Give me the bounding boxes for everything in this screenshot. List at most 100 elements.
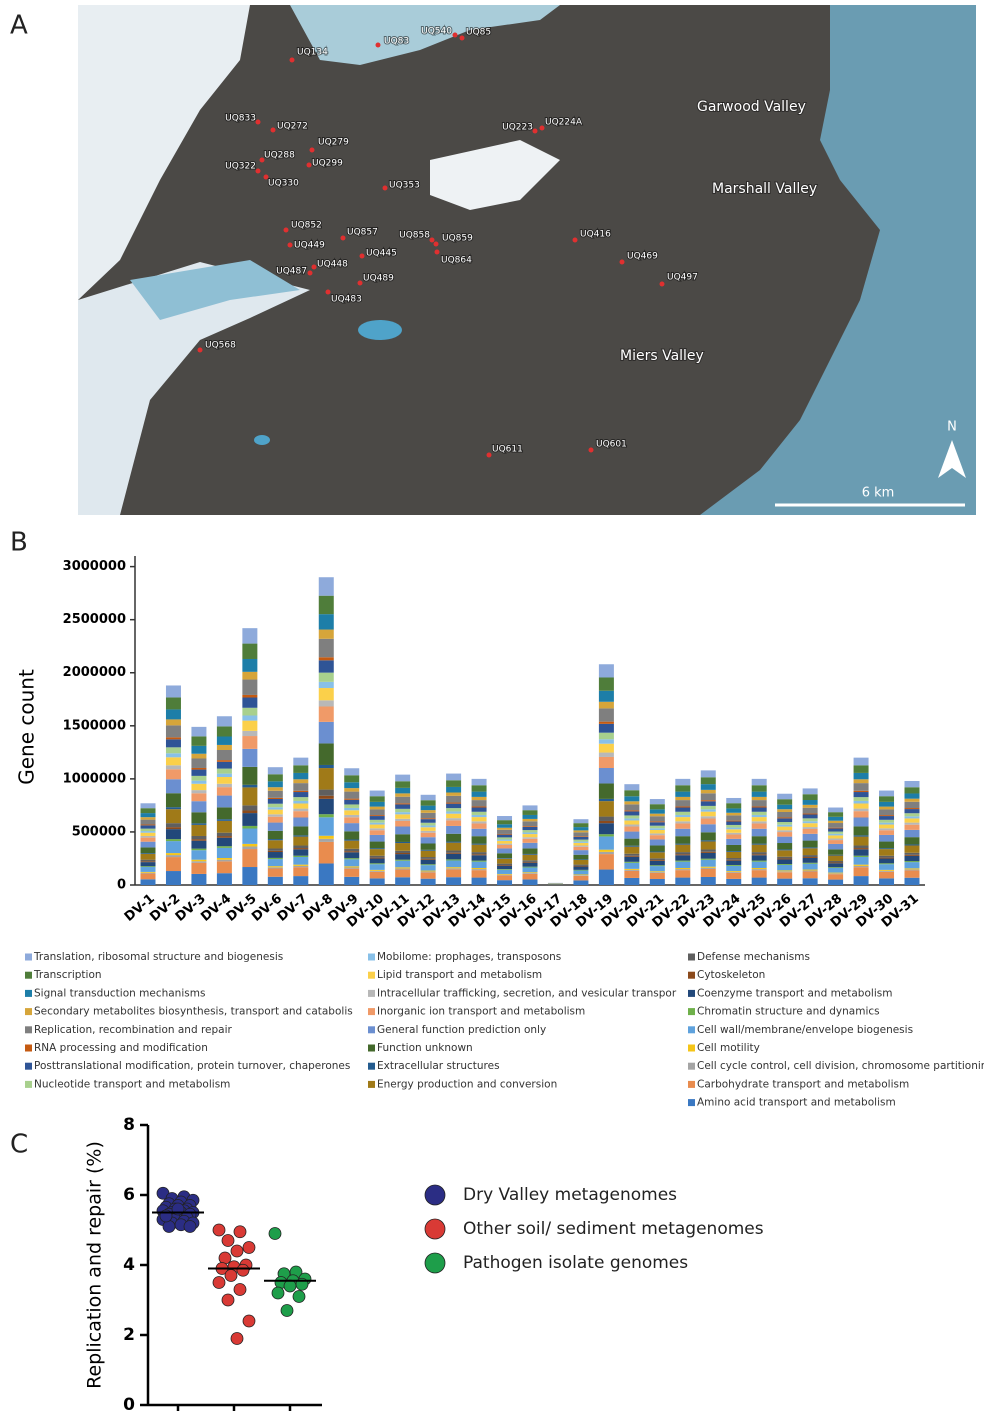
- bar-segment: [268, 787, 283, 791]
- bar-segment: [421, 800, 436, 805]
- figure: A Garwood Valley Marshall Valley Miers V…: [0, 0, 984, 1411]
- bar-segment: [344, 800, 359, 805]
- bar-segment: [395, 788, 410, 794]
- bar-segment: [523, 815, 538, 819]
- bar-segment: [803, 847, 818, 848]
- site-label: UQ224A: [545, 118, 583, 128]
- bar-segment: [217, 750, 232, 760]
- bar-segment: [803, 788, 818, 794]
- bar-segment: [395, 851, 410, 853]
- site-label: UQ322: [225, 162, 256, 172]
- bar-segment: [624, 863, 639, 869]
- bar-segment: [650, 858, 665, 860]
- bar-segment: [446, 808, 461, 811]
- bar-segment: [141, 866, 156, 867]
- bar-segment: [293, 773, 308, 779]
- bar-segment: [166, 697, 181, 709]
- bar-segment: [268, 848, 283, 850]
- bar-segment: [395, 775, 410, 782]
- bar-segment: [650, 865, 665, 866]
- bar-segment: [650, 839, 665, 845]
- bar-segment: [293, 792, 308, 797]
- data-point: [269, 1228, 281, 1240]
- bar-segment: [803, 870, 818, 871]
- bar-segment: [726, 839, 741, 845]
- bar-segment: [803, 834, 818, 841]
- bar-segment: [573, 842, 588, 843]
- bar-segment: [370, 858, 385, 859]
- bar-segment: [701, 812, 716, 817]
- bar-segment: [599, 836, 614, 849]
- bar-segment: [624, 857, 639, 862]
- bar-segment: [701, 859, 716, 860]
- bar-segment: [675, 855, 690, 860]
- bar-segment: [879, 858, 894, 859]
- site-label: UQ540: [421, 27, 452, 37]
- bar-segment: [650, 851, 665, 852]
- bar-segment: [191, 746, 206, 754]
- bar-segment: [573, 871, 588, 875]
- bar-segment: [446, 834, 461, 842]
- site-marker: [341, 236, 346, 241]
- legend-label: General function prediction only: [377, 1024, 546, 1036]
- bar-segment: [268, 877, 283, 885]
- site-label: UQ279: [318, 138, 349, 148]
- legend-swatch: [368, 1063, 375, 1070]
- bar-segment: [344, 792, 359, 799]
- region-label: Miers Valley: [620, 348, 704, 364]
- legend-label: Other soil/ sediment metagenomes: [463, 1219, 764, 1239]
- bar-segment: [624, 839, 639, 846]
- bar-segment: [446, 842, 461, 843]
- bar-segment: [854, 809, 869, 812]
- site-label: UQ330: [268, 179, 299, 189]
- bar-segment: [472, 852, 487, 854]
- bar-segment: [191, 841, 206, 849]
- bar-segment: [523, 863, 538, 867]
- bar-segment: [675, 844, 690, 845]
- bar-segment: [803, 808, 818, 814]
- site-label: UQ601: [596, 440, 627, 450]
- bar-segment: [472, 855, 487, 860]
- bar-segment: [497, 834, 512, 835]
- bar-segment: [624, 796, 639, 801]
- bar-segment: [268, 814, 283, 816]
- bar-segment: [752, 836, 767, 843]
- legend-swatch: [688, 1026, 695, 1033]
- bar-segment: [344, 817, 359, 823]
- legend-label: Inorganic ion transport and metabolism: [377, 1006, 585, 1018]
- bar-segment: [242, 749, 257, 767]
- bar-segment: [726, 866, 741, 871]
- bar-segment: [803, 871, 818, 872]
- bar-segment: [191, 849, 206, 851]
- bar-segment: [599, 724, 614, 733]
- bar-segment: [217, 774, 232, 777]
- bar-segment: [395, 797, 410, 804]
- site-marker: [307, 163, 312, 168]
- bar-segment: [905, 781, 920, 787]
- site-marker: [540, 126, 545, 131]
- bar-segment: [395, 842, 410, 843]
- bar-segment: [803, 823, 818, 827]
- bar-segment: [599, 783, 614, 798]
- bar-segment: [803, 794, 818, 800]
- bar-segment: [803, 871, 818, 878]
- bar-segment: [726, 852, 741, 858]
- bar-segment: [879, 825, 894, 829]
- bar-segment: [573, 880, 588, 885]
- panel-label: B: [10, 528, 28, 558]
- bar-segment: [166, 855, 181, 857]
- bar-segment: [879, 863, 894, 864]
- bar-segment: [879, 809, 894, 815]
- bar-segment: [268, 851, 283, 852]
- bar-segment: [752, 878, 767, 885]
- legend-label: Amino acid transport and metabolism: [697, 1097, 896, 1109]
- bar-segment: [701, 832, 716, 840]
- bar-segment: [319, 700, 334, 706]
- bar-segment: [828, 861, 843, 863]
- bar-segment: [675, 785, 690, 791]
- bar-segment: [828, 844, 843, 849]
- legend-label: Energy production and conversion: [377, 1078, 557, 1090]
- bar-segment: [319, 660, 334, 672]
- bar-segment: [879, 842, 894, 849]
- bar-segment: [141, 874, 156, 880]
